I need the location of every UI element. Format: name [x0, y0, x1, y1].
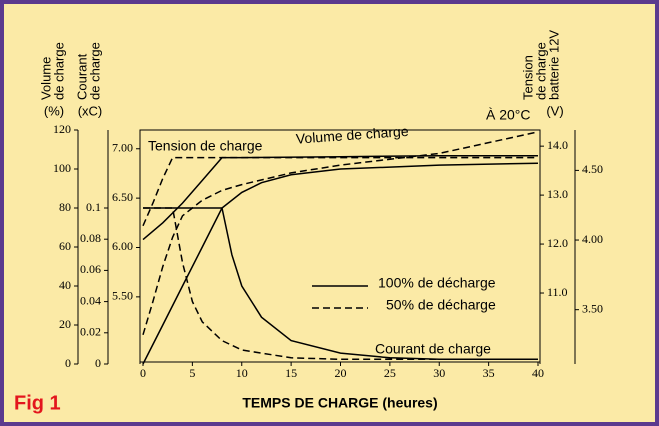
y-tick-label: 100 — [53, 161, 71, 175]
y-tick-label: 60 — [59, 239, 71, 253]
x-tick-label: 25 — [384, 366, 396, 380]
y-axis-title: de charge — [51, 42, 66, 100]
y-axis-title: de charge — [533, 42, 548, 100]
figure-label: Fig 1 — [14, 392, 61, 414]
y-axis-unit: (V) — [546, 103, 563, 118]
y-tick-label: 0.08 — [80, 231, 101, 245]
line-series — [143, 207, 538, 361]
legend-label: 50% de décharge — [386, 297, 496, 313]
y-tick-label: 6.50 — [112, 190, 133, 204]
y-axis-title: Tension — [520, 55, 535, 100]
y-tick-label: 0 — [95, 356, 101, 370]
x-tick-label: 15 — [285, 366, 297, 380]
x-tick-label: 0 — [140, 366, 146, 380]
y-axis-unit: (%) — [44, 103, 64, 118]
y-tick-label: 3.50 — [582, 301, 603, 315]
line-series — [142, 162, 539, 365]
y-tick-label: 0.04 — [80, 293, 101, 307]
y-tick-label: 120 — [53, 122, 71, 136]
y-tick-label: 20 — [59, 317, 71, 331]
y-tick-label: 80 — [59, 200, 71, 214]
y-tick-label: 4.50 — [582, 162, 603, 176]
x-tick-label: 20 — [335, 366, 347, 380]
x-tick-label: 35 — [483, 366, 495, 380]
y-tick-label: 13.0 — [547, 187, 568, 201]
x-tick-label: 40 — [532, 366, 544, 380]
y-axis-unit: (xC) — [78, 103, 103, 118]
x-tick-label: 30 — [433, 366, 445, 380]
line-series — [143, 207, 538, 361]
y-axis-title: Courant — [74, 53, 89, 100]
line-series — [142, 156, 538, 227]
y-tick-label: 5.50 — [112, 289, 133, 303]
x-axis-title: TEMPS DE CHARGE (heures) — [242, 395, 437, 411]
y-tick-label: 0.02 — [80, 325, 101, 339]
annotation: À 20°C — [486, 107, 531, 123]
line-series — [142, 131, 539, 336]
y-tick-label: 0.06 — [80, 262, 101, 276]
x-tick-label: 5 — [189, 366, 195, 380]
y-tick-label: 0 — [65, 356, 71, 370]
y-tick-label: 14.0 — [547, 138, 568, 152]
y-tick-label: 11.0 — [547, 285, 568, 299]
y-axis-title: de charge — [87, 42, 102, 100]
annotation: Tension de charge — [148, 138, 263, 154]
y-tick-label: 0.1 — [86, 200, 101, 214]
y-tick-label: 4.00 — [582, 232, 603, 246]
legend-label: 100% de décharge — [378, 275, 496, 291]
x-tick-label: 10 — [236, 366, 248, 380]
annotation: Volume de charge — [295, 123, 409, 147]
y-tick-label: 40 — [59, 278, 71, 292]
y-tick-label: 12.0 — [547, 236, 568, 250]
y-axis-title: Volume — [38, 57, 53, 100]
y-axis-title: batterie 12V — [546, 30, 561, 100]
annotation: Courant de charge — [375, 341, 491, 357]
y-tick-label: 7.00 — [112, 141, 133, 155]
y-tick-label: 6.00 — [112, 239, 133, 253]
